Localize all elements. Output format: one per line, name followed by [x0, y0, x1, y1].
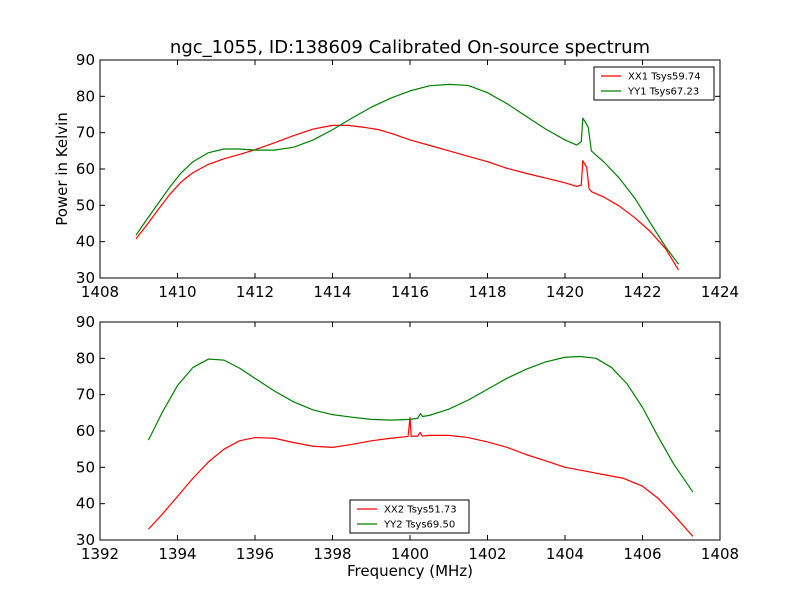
top-panel: 1408 1410 1412 1414 1416 1418 1420 1422 1424 30 40… [76, 51, 739, 301]
x-tick-label-top-8: 1424 [701, 283, 739, 301]
series-line-bottom-0 [148, 416, 694, 537]
y-tick-label-bottom-0: 30 [76, 531, 95, 549]
x-axis-label: Frequency (MHz) [347, 562, 473, 580]
x-tick-label-top-6: 1420 [546, 283, 584, 301]
legend-box-bottom [349, 499, 470, 534]
x-tick-label-bottom-6: 1404 [546, 545, 584, 563]
y-tick-label-top-6: 90 [76, 51, 95, 69]
legend-bottom: XX2 Tsys51.73 YY2 Tsys69.50 [349, 499, 470, 534]
x-tick-label-top-2: 1412 [236, 283, 274, 301]
y-tick-label-bottom-1: 40 [76, 495, 95, 513]
y-tick-label-bottom-4: 70 [76, 386, 95, 404]
x-tick-label-top-7: 1422 [623, 283, 661, 301]
x-tick-label-bottom-5: 1402 [468, 545, 506, 563]
y-tick-label-bottom-2: 50 [76, 458, 95, 476]
chart-title: ngc_1055, ID:138609 Calibrated On-source… [170, 37, 650, 58]
x-tick-label-bottom-1: 1394 [158, 545, 196, 563]
legend-label-top-0: XX1 Tsys59.74 [628, 72, 701, 83]
y-tick-label-top-2: 50 [76, 196, 95, 214]
legend-label-bottom-0: XX2 Tsys51.73 [384, 505, 457, 516]
y-tick-label-top-0: 30 [76, 269, 95, 287]
x-tick-label-bottom-7: 1406 [623, 545, 661, 563]
y-tick-label-top-1: 40 [76, 233, 95, 251]
x-tick-label-bottom-4: 1400 [391, 545, 429, 563]
x-tick-label-bottom-3: 1398 [313, 545, 351, 563]
series-line-top-1 [135, 83, 680, 265]
x-tick-label-top-1: 1410 [158, 283, 196, 301]
y-axis-label: Power in Kelvin [53, 112, 71, 226]
y-tick-label-bottom-3: 60 [76, 422, 95, 440]
x-tick-label-bottom-2: 1396 [236, 545, 274, 563]
x-tick-label-top-5: 1418 [468, 283, 506, 301]
x-tick-label-bottom-8: 1408 [701, 545, 739, 563]
legend-label-bottom-1: YY2 Tsys69.50 [383, 520, 455, 531]
y-tick-label-top-4: 70 [76, 124, 95, 142]
x-tick-label-top-3: 1414 [313, 283, 351, 301]
y-tick-label-top-3: 60 [76, 160, 95, 178]
y-tick-label-bottom-6: 90 [76, 313, 95, 331]
y-tick-label-top-5: 80 [76, 87, 95, 105]
x-tick-label-top-4: 1416 [391, 283, 429, 301]
y-tick-label-bottom-5: 80 [76, 349, 95, 367]
x-tick-label-bottom-0: 1392 [81, 545, 119, 563]
series-line-top-0 [135, 124, 680, 271]
legend-top: XX1 Tsys59.74 YY1 Tsys67.23 [593, 66, 715, 101]
x-tick-label-top-0: 1408 [81, 283, 119, 301]
legend-label-top-1: YY1 Tsys67.23 [627, 87, 699, 98]
bottom-panel: 1392 1394 1396 1398 1400 1402 1404 1406 1408 30 40… [76, 313, 739, 563]
series-line-bottom-1 [147, 355, 694, 493]
legend-box-top [593, 66, 715, 101]
